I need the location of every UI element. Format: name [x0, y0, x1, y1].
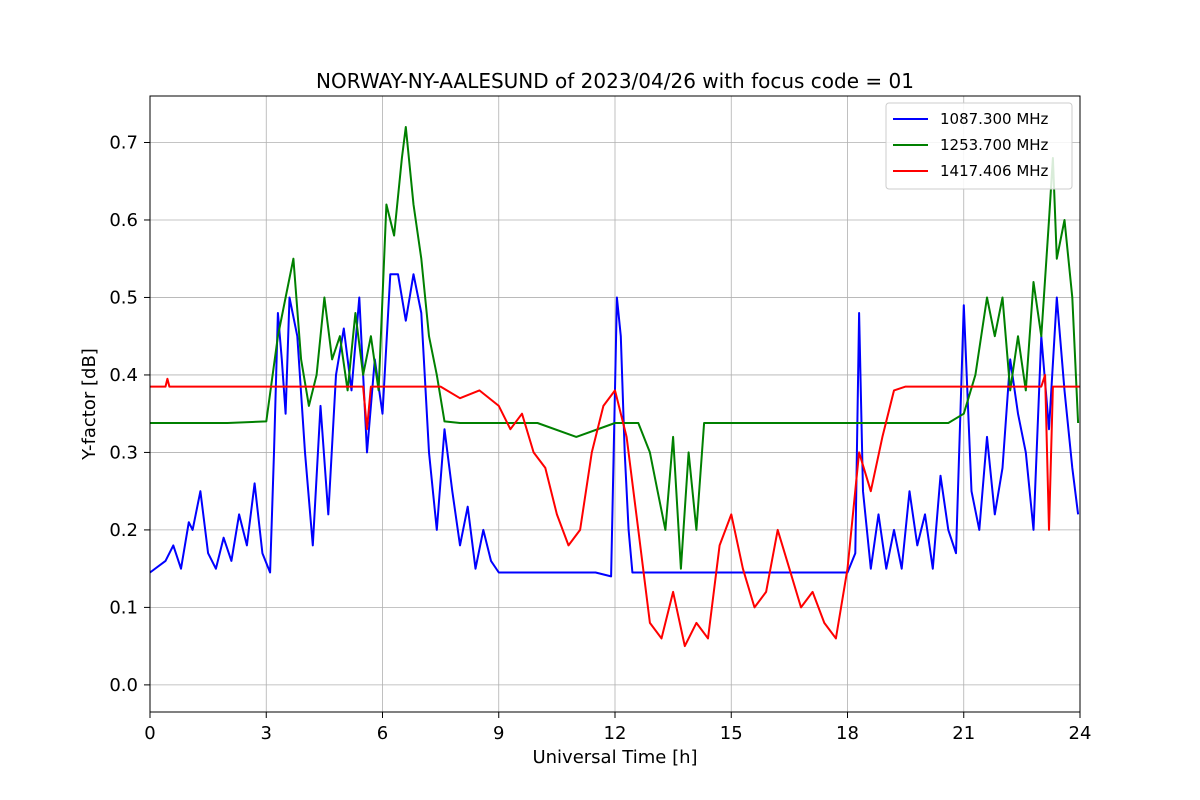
y-tick-label: 0.1	[109, 597, 138, 618]
y-tick-label: 0.4	[109, 365, 138, 386]
y-tick-label: 0.0	[109, 675, 138, 696]
series-line-1	[150, 126, 1080, 570]
legend-box	[885, 102, 1073, 190]
x-axis-label: Universal Time [h]	[532, 747, 697, 768]
x-tick-label: 24	[1069, 723, 1092, 744]
legend-label-1417: 1417.406 MHz	[940, 162, 1049, 180]
x-tick-label: 15	[720, 723, 743, 744]
x-tick-label: 0	[144, 723, 155, 744]
y-axis-label: Y-factor [dB]	[79, 348, 100, 461]
chart-title: NORWAY-NY-AALESUND of 2023/04/26 with fo…	[316, 69, 914, 93]
x-tick-label: 21	[952, 723, 975, 744]
x-axis-ticks: 0 3 6 9 12 15 18 21 24	[144, 712, 1091, 744]
x-tick-label: 6	[377, 723, 388, 744]
x-tick-label: 18	[836, 723, 859, 744]
x-tick-label: 3	[261, 723, 272, 744]
x-tick-label: 12	[604, 723, 627, 744]
y-tick-label: 0.6	[109, 210, 138, 231]
series-lines	[149, 126, 1080, 648]
y-tick-label: 0.3	[109, 442, 138, 463]
legend-label-1253: 1253.700 MHz	[940, 136, 1049, 154]
legend-label-1087: 1087.300 MHz	[940, 110, 1049, 128]
y-tick-label: 0.2	[109, 520, 138, 541]
legend: 1087.300 MHz 1253.700 MHz 1417.406 MHz	[885, 102, 1073, 190]
x-tick-label: 9	[493, 723, 504, 744]
series-line-2	[150, 373, 1080, 648]
y-tick-label: 0.7	[109, 132, 138, 153]
y-axis-ticks: 0.0 0.1 0.2 0.3 0.4 0.5 0.6 0.7	[109, 132, 150, 696]
y-tick-label: 0.5	[109, 287, 138, 308]
series-line-0	[149, 273, 1080, 578]
